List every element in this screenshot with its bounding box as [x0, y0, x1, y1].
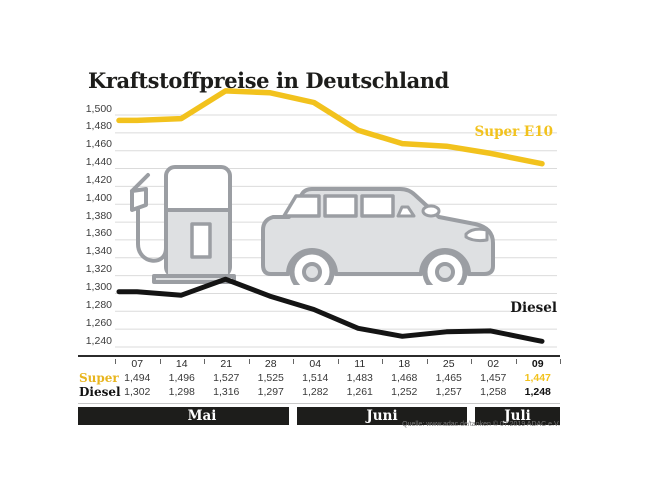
super-value-cell: 1,527 — [213, 372, 240, 384]
car-icon — [261, 187, 495, 285]
date-row: 07 14 21 28 04 11 18 25 02 09 — [78, 357, 560, 371]
super-value-cell: 1,525 — [257, 372, 284, 384]
super-value-cell: 1,465 — [435, 372, 462, 384]
date-row-spacer — [78, 357, 115, 371]
diesel-value-cell: 1,252 — [391, 386, 418, 398]
month-band-mai: Mai — [78, 407, 289, 425]
date-cell: 02 — [487, 358, 500, 370]
column-tick — [426, 359, 428, 364]
super-value-cell: 1,468 — [391, 372, 418, 384]
date-cell: 11 — [354, 358, 366, 370]
month-band-juli: Juli — [475, 407, 560, 425]
diesel-row: Diesel 1,302 1,298 1,316 1,297 1,282 1,261 1,2… — [78, 385, 560, 399]
date-cell: 09 — [531, 358, 544, 370]
diesel-value-cell: 1,248 — [524, 386, 551, 398]
source-note: Quelle: www.adac.de/tanken © 07.2019 ADA… — [402, 421, 560, 428]
date-cell: 25 — [442, 358, 455, 370]
legend-diesel: Diesel — [510, 300, 557, 316]
super-value-cell: 1,447 — [524, 372, 551, 384]
date-cell: 28 — [264, 358, 277, 370]
date-cell: 04 — [309, 358, 322, 370]
super-row: Super 1,494 1,496 1,527 1,525 1,514 1,483 1,46… — [78, 371, 560, 385]
date-cell: 14 — [175, 358, 188, 370]
y-tick-label: 1,420 — [85, 173, 112, 186]
y-tick-label: 1,360 — [85, 227, 112, 240]
date-cell: 18 — [398, 358, 411, 370]
diesel-value-cell: 1,298 — [168, 386, 195, 398]
super-value-cell: 1,514 — [302, 372, 329, 384]
y-tick-label: 1,280 — [85, 298, 112, 311]
column-tick — [337, 359, 339, 364]
diesel-row-label: Diesel — [79, 385, 121, 399]
legend-super-e10: Super E10 — [474, 124, 553, 140]
diesel-value-cell: 1,258 — [480, 386, 507, 398]
page-title: Kraftstoffpreise in Deutschland — [88, 68, 449, 93]
column-tick — [293, 359, 294, 364]
diesel-value-cell: 1,282 — [302, 386, 329, 398]
column-tick — [248, 359, 250, 364]
y-tick-label: 1,320 — [85, 263, 112, 276]
y-tick-label: 1,500 — [85, 102, 112, 115]
y-tick-label: 1,300 — [85, 280, 112, 293]
super-value-cell: 1,457 — [480, 372, 507, 384]
y-tick-label: 1,400 — [85, 191, 112, 204]
fuel-pump-icon — [130, 165, 236, 284]
diesel-value-cell: 1,257 — [435, 386, 462, 398]
table-separator — [78, 403, 560, 404]
diesel-value-cell: 1,297 — [257, 386, 284, 398]
date-cell: 21 — [220, 358, 233, 370]
diesel-value-cell: 1,261 — [346, 386, 373, 398]
y-tick-label: 1,480 — [85, 120, 112, 133]
super-row-label: Super — [79, 371, 119, 385]
y-tick-label: 1,440 — [85, 156, 112, 169]
column-tick — [471, 359, 472, 364]
y-tick-label: 1,460 — [85, 138, 112, 151]
super-value-cell: 1,496 — [168, 372, 195, 384]
y-tick-label: 1,240 — [85, 334, 112, 347]
y-tick-label: 1,340 — [85, 245, 112, 258]
price-table: 07 14 21 28 04 11 18 25 02 09 Super 1,494 1,496 1,5… — [78, 355, 561, 435]
diesel-value-cell: 1,316 — [213, 386, 240, 398]
column-tick — [382, 359, 383, 364]
column-tick — [115, 359, 116, 364]
y-tick-label: 1,260 — [85, 316, 112, 329]
month-band-juni: Juni — [297, 407, 467, 425]
date-cell: 07 — [131, 358, 144, 370]
column-tick — [560, 359, 561, 364]
super-value-cell: 1,483 — [346, 372, 373, 384]
column-tick — [159, 359, 161, 364]
diesel-value-cell: 1,302 — [124, 386, 151, 398]
column-tick — [204, 359, 205, 364]
column-tick — [515, 359, 517, 364]
y-tick-label: 1,380 — [85, 209, 112, 222]
super-value-cell: 1,494 — [124, 372, 151, 384]
